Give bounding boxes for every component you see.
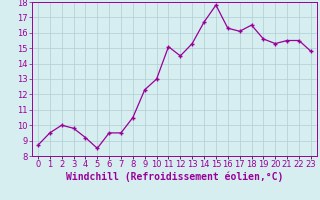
X-axis label: Windchill (Refroidissement éolien,°C): Windchill (Refroidissement éolien,°C)	[66, 172, 283, 182]
